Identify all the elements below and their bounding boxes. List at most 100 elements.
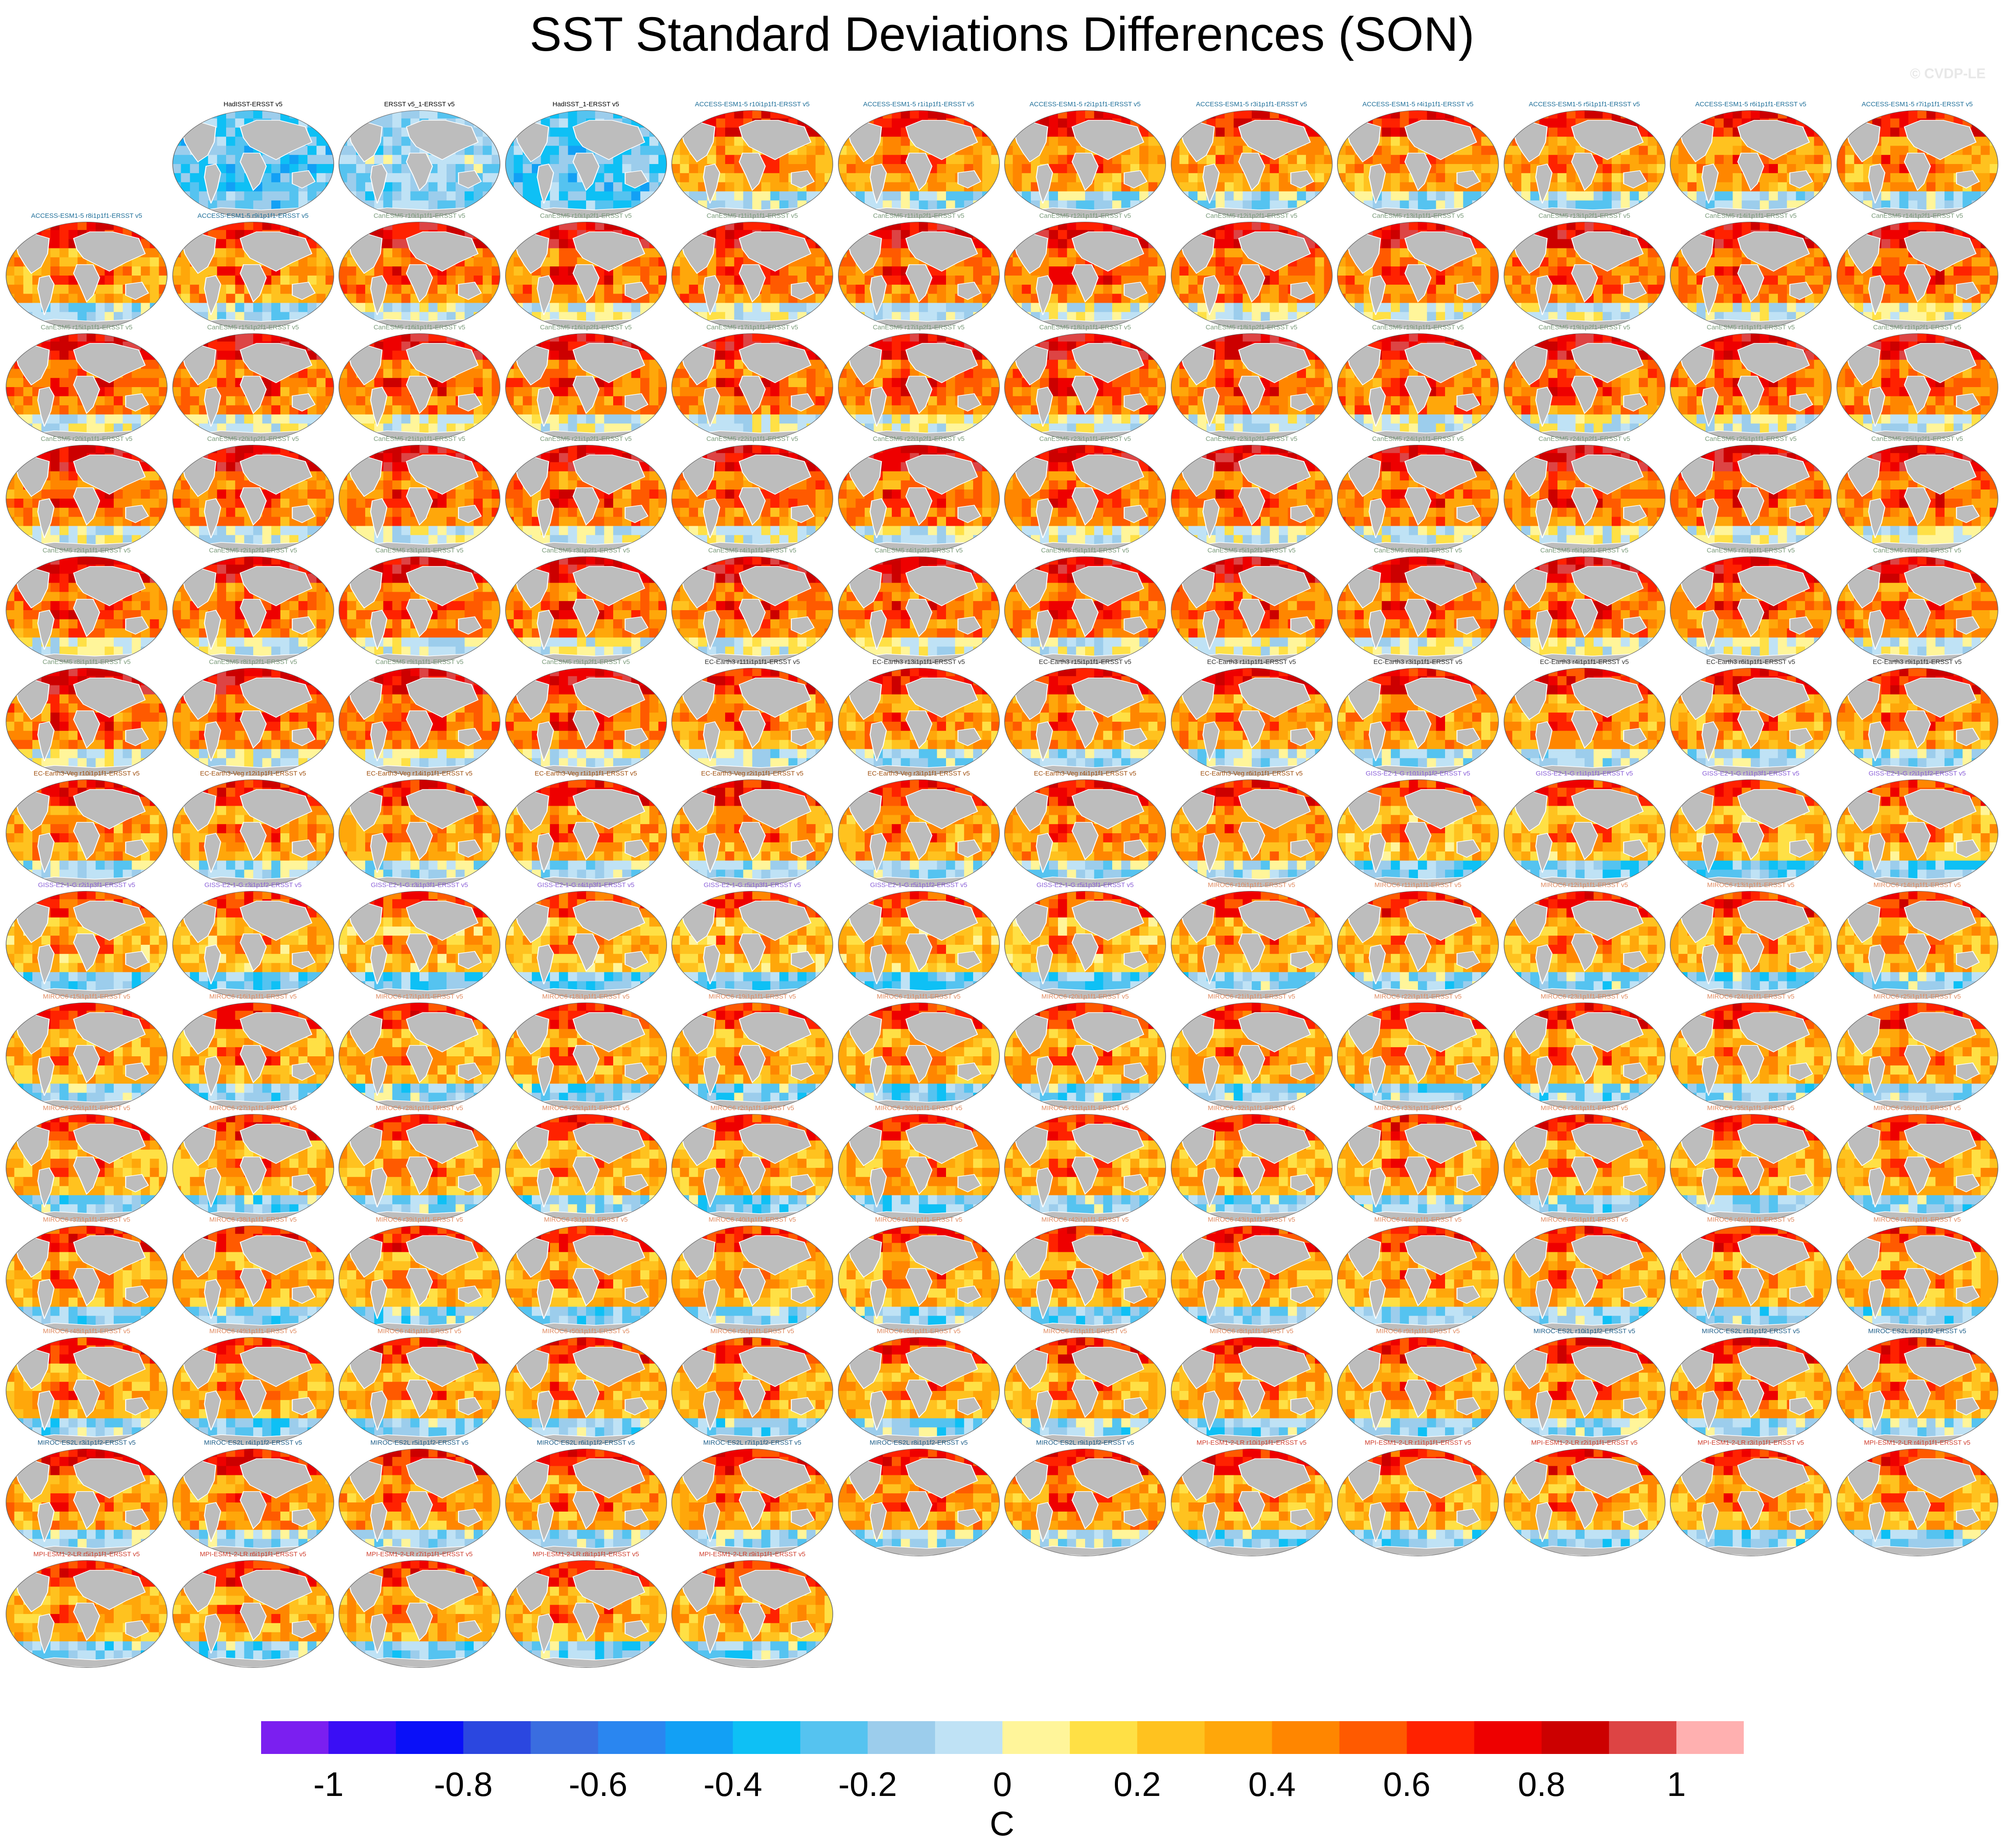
sst-cell: [482, 146, 492, 155]
sst-cell: [955, 266, 964, 276]
sst-cell: [1179, 276, 1189, 285]
sst-cell: [1288, 110, 1297, 119]
sst-cell: [1670, 127, 1679, 137]
sst-cell: [1548, 146, 1558, 155]
sst-cell: [1382, 257, 1391, 267]
sst-cell: [339, 303, 348, 312]
sst-cell: [1769, 110, 1778, 119]
sst-cell: [1638, 155, 1648, 164]
sst-cell: [1012, 230, 1023, 240]
sst-cell: [815, 164, 825, 174]
sst-cell: [474, 312, 483, 321]
sst-cell: [1769, 222, 1778, 231]
sst-cell: [855, 182, 865, 192]
sst-cell: [1171, 164, 1180, 174]
sst-cell: [1656, 248, 1665, 258]
sst-cell: [1836, 136, 1845, 146]
sst-cell: [1031, 303, 1040, 312]
sst-cell: [1481, 146, 1491, 155]
sst-cell: [1315, 164, 1324, 174]
sst-cell: [181, 293, 190, 303]
sst-cell: [383, 248, 393, 258]
sst-cell: [1224, 191, 1234, 201]
sst-cell: [347, 110, 357, 119]
sst-cell: [356, 276, 366, 285]
sst-cell: [1670, 110, 1679, 119]
sst-cell: [725, 200, 735, 210]
sst-cell: [392, 230, 402, 240]
sst-cell: [1188, 200, 1198, 210]
map-panel: CanESM5 r12i1p2f1-ERSST v5: [1170, 211, 1333, 332]
panel-title: CanESM5 r14i1p1f1-ERSST v5: [1669, 211, 1832, 221]
sst-cell: [1548, 248, 1558, 258]
sst-cell: [68, 303, 78, 312]
sst-cell: [513, 110, 523, 119]
sst-cell: [1391, 303, 1400, 312]
sst-cell: [964, 303, 974, 312]
sst-cell: [1805, 222, 1815, 231]
sst-cell: [1067, 191, 1077, 201]
sst-cell: [1188, 191, 1198, 201]
sst-cell: [1566, 284, 1576, 294]
sst-cell: [437, 293, 447, 303]
sst-cell: [1899, 191, 1909, 201]
sst-cell: [1355, 276, 1364, 285]
sst-cell: [815, 182, 825, 192]
sst-cell: [549, 239, 559, 248]
sst-cell: [392, 164, 402, 174]
sst-cell: [437, 284, 447, 294]
sst-cell: [307, 127, 317, 137]
sst-cell: [505, 303, 514, 312]
sst-cell: [909, 303, 919, 312]
sst-cell: [761, 191, 771, 201]
sst-cell: [716, 257, 726, 267]
sst-cell: [1012, 293, 1023, 303]
panel-title: ACCESS-ESM1-5 r9i1p1f1-ERSST v5: [172, 211, 335, 221]
sst-cell: [1103, 222, 1113, 231]
sst-cell: [23, 276, 33, 285]
sst-cell: [1251, 200, 1261, 210]
sst-cell: [307, 110, 317, 119]
sst-cell: [253, 110, 262, 119]
sst-cell: [1400, 136, 1410, 146]
sst-cell: [1814, 110, 1824, 119]
sst-cell: [1355, 173, 1364, 183]
sst-cell: [640, 222, 649, 231]
sst-cell: [1899, 136, 1909, 146]
sst-cell: [1805, 155, 1815, 164]
sst-cell: [1787, 266, 1797, 276]
sst-cell: [474, 182, 483, 192]
sst-cell: [891, 266, 901, 276]
sst-cell: [1760, 293, 1770, 303]
sst-cell: [513, 222, 523, 231]
sst-cell: [918, 191, 928, 201]
sst-cell: [1724, 257, 1733, 267]
sst-cell: [991, 284, 999, 294]
sst-cell: [1678, 266, 1688, 276]
sst-cell: [1031, 222, 1040, 231]
sst-cell: [901, 200, 910, 210]
sst-cell: [734, 182, 744, 192]
sst-cell: [788, 222, 798, 231]
panel-title: CanESM5 r13i1p1f1-ERSST v5: [1337, 211, 1499, 221]
sst-cell: [1521, 312, 1531, 321]
sst-cell: [181, 155, 190, 164]
sst-cell: [815, 173, 825, 183]
sst-cell: [1418, 303, 1428, 312]
sst-cell: [141, 230, 150, 240]
sst-cell: [649, 173, 659, 183]
sst-cell: [1539, 222, 1549, 231]
sst-cell: [891, 200, 901, 210]
sst-cell: [1049, 303, 1058, 312]
sst-cell: [1454, 266, 1464, 276]
sst-cell: [1171, 312, 1180, 321]
sst-cell: [410, 200, 420, 210]
sst-cell: [1796, 200, 1805, 210]
sst-cell: [1814, 136, 1824, 146]
sst-cell: [1306, 155, 1315, 164]
sst-cell: [1472, 303, 1482, 312]
sst-cell: [725, 266, 735, 276]
sst-cell: [1989, 191, 1998, 201]
sst-cell: [141, 257, 150, 267]
sst-cell: [1656, 110, 1665, 119]
